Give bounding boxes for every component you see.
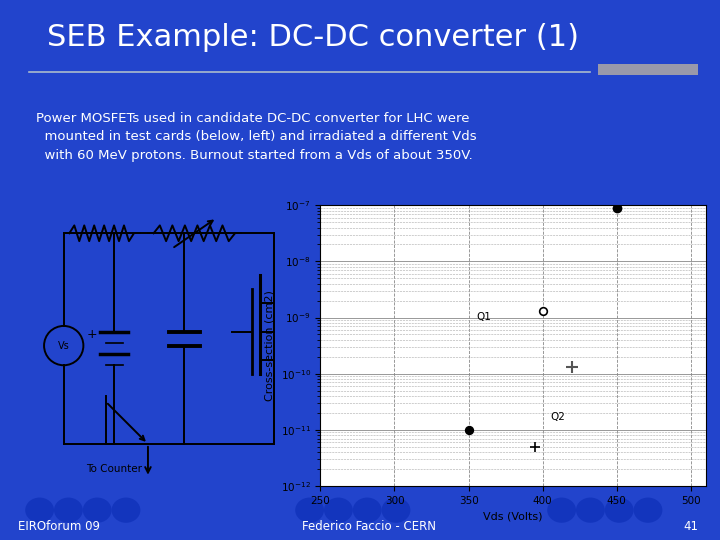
Text: Power MOSFETs used in candidate DC-DC converter for LHC were
  mounted in test c: Power MOSFETs used in candidate DC-DC co… [36, 112, 477, 161]
Point [586, 69, 595, 75]
Ellipse shape [83, 497, 112, 523]
Text: SEB Example: DC-DC converter (1): SEB Example: DC-DC converter (1) [47, 23, 579, 52]
Ellipse shape [25, 497, 54, 523]
Text: Q2: Q2 [550, 412, 565, 422]
Ellipse shape [353, 497, 382, 523]
Text: Federico Faccio - CERN: Federico Faccio - CERN [302, 520, 436, 533]
Ellipse shape [295, 497, 324, 523]
X-axis label: Vds (Volts): Vds (Volts) [483, 511, 543, 521]
Y-axis label: Cross-section (cm2): Cross-section (cm2) [265, 290, 275, 401]
Ellipse shape [547, 497, 576, 523]
Ellipse shape [324, 497, 353, 523]
Ellipse shape [112, 497, 140, 523]
Ellipse shape [634, 497, 662, 523]
Ellipse shape [576, 497, 605, 523]
Text: +: + [86, 328, 97, 341]
Text: Vs: Vs [58, 341, 70, 350]
Bar [598, 64, 698, 75]
Ellipse shape [605, 497, 634, 523]
Text: 41: 41 [683, 520, 698, 533]
Ellipse shape [54, 497, 83, 523]
Ellipse shape [382, 497, 410, 523]
Text: To Counter: To Counter [86, 464, 143, 474]
Point [24, 69, 33, 75]
Text: EIROforum 09: EIROforum 09 [18, 520, 100, 533]
Text: Q1: Q1 [476, 312, 491, 322]
